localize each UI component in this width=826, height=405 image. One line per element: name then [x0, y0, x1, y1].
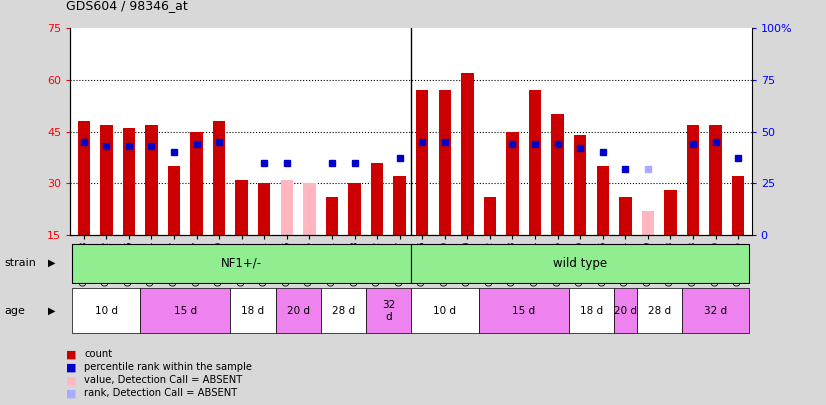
Bar — [393, 177, 406, 235]
Text: rank, Detection Call = ABSENT: rank, Detection Call = ABSENT — [84, 388, 238, 398]
Text: 32 d: 32 d — [704, 306, 727, 316]
Text: ■: ■ — [66, 362, 77, 372]
Text: wild type: wild type — [553, 257, 607, 270]
Bar — [145, 125, 158, 235]
Bar — [349, 183, 361, 235]
Bar — [140, 288, 230, 333]
Bar — [73, 244, 411, 283]
Bar — [303, 183, 316, 235]
Bar — [73, 288, 140, 333]
Text: percentile rank within the sample: percentile rank within the sample — [84, 362, 252, 372]
Text: 20 d: 20 d — [287, 306, 310, 316]
Text: 18 d: 18 d — [580, 306, 603, 316]
Text: ■: ■ — [66, 350, 77, 359]
Bar — [320, 288, 366, 333]
Bar — [529, 90, 541, 235]
Bar — [478, 288, 569, 333]
Bar — [664, 190, 676, 235]
Bar — [552, 115, 564, 235]
Text: 15 d: 15 d — [512, 306, 535, 316]
Text: ▶: ▶ — [48, 306, 55, 316]
Text: value, Detection Call = ABSENT: value, Detection Call = ABSENT — [84, 375, 243, 385]
Bar — [484, 197, 496, 235]
Text: age: age — [4, 306, 25, 316]
Bar — [411, 288, 478, 333]
Bar — [642, 211, 654, 235]
Bar — [637, 288, 681, 333]
Bar — [416, 90, 429, 235]
Bar — [614, 288, 637, 333]
Text: 20 d: 20 d — [614, 306, 637, 316]
Bar — [258, 183, 270, 235]
Bar — [506, 132, 519, 235]
Bar — [168, 166, 180, 235]
Text: GDS604 / 98346_at: GDS604 / 98346_at — [66, 0, 188, 12]
Bar — [710, 125, 722, 235]
Bar — [732, 177, 744, 235]
Text: 28 d: 28 d — [648, 306, 671, 316]
Bar — [574, 135, 586, 235]
Text: 10 d: 10 d — [95, 306, 118, 316]
Text: 18 d: 18 d — [241, 306, 264, 316]
Bar — [123, 128, 135, 235]
Bar — [190, 132, 202, 235]
Text: 15 d: 15 d — [173, 306, 197, 316]
Text: ■: ■ — [66, 375, 77, 385]
Text: 28 d: 28 d — [332, 306, 355, 316]
Bar — [439, 90, 451, 235]
Bar — [596, 166, 609, 235]
Bar — [281, 180, 293, 235]
Bar — [461, 73, 473, 235]
Bar — [620, 197, 632, 235]
Bar — [235, 180, 248, 235]
Text: count: count — [84, 350, 112, 359]
Text: 10 d: 10 d — [434, 306, 456, 316]
Bar — [325, 197, 338, 235]
Text: ■: ■ — [66, 388, 77, 398]
Bar — [371, 163, 383, 235]
Bar — [276, 288, 320, 333]
Bar — [100, 125, 112, 235]
Bar — [569, 288, 614, 333]
Bar — [213, 122, 225, 235]
Bar — [681, 288, 749, 333]
Text: ▶: ▶ — [48, 258, 55, 268]
Bar — [411, 244, 749, 283]
Text: NF1+/-: NF1+/- — [221, 257, 263, 270]
Text: 32
d: 32 d — [382, 300, 395, 322]
Bar — [230, 288, 276, 333]
Text: strain: strain — [4, 258, 36, 268]
Bar — [366, 288, 411, 333]
Bar — [78, 122, 90, 235]
Bar — [686, 125, 699, 235]
